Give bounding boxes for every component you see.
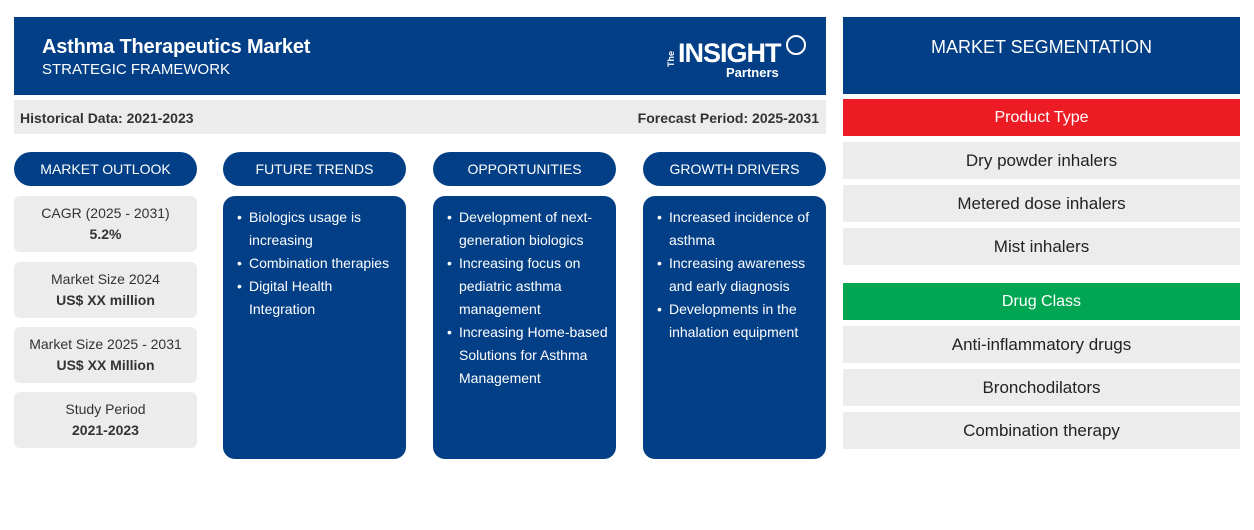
stat-label: CAGR (2025 - 2031)	[41, 205, 170, 221]
stat-label: Market Size 2024	[51, 271, 160, 287]
insight-partners-logo: The INSIGHT Partners	[666, 33, 806, 81]
stat-label: Study Period	[65, 401, 146, 417]
trend-item: Biologics usage is increasing	[237, 206, 398, 252]
stat-market-size-2024: Market Size 2024 US$ XX million	[14, 262, 197, 318]
segment-category-product-type: Product Type	[843, 99, 1240, 136]
stat-value: US$ XX Million	[56, 357, 155, 373]
segment-category-drug-class: Drug Class	[843, 283, 1240, 320]
stat-value: 5.2%	[89, 226, 122, 242]
segment-item: Combination therapy	[843, 412, 1240, 449]
stat-cagr: CAGR (2025 - 2031) 5.2%	[14, 196, 197, 252]
segment-item: Anti-inflammatory drugs	[843, 326, 1240, 363]
trend-item: Digital Health Integration	[237, 275, 398, 321]
logo-insight: INSIGHT	[678, 38, 782, 68]
opportunity-item: Increasing focus on pediatric asthma man…	[447, 252, 608, 321]
driver-item: Developments in the inhalation equipment	[657, 298, 818, 344]
stat-value: 2021-2023	[72, 422, 139, 438]
logo-partners: Partners	[726, 65, 779, 80]
future-trends-panel: Biologics usage is increasing Combinatio…	[223, 196, 406, 459]
opportunity-item: Increasing Home-based Solutions for Asth…	[447, 321, 608, 390]
segment-item: Mist inhalers	[843, 228, 1240, 265]
header-banner: Asthma Therapeutics Market STRATEGIC FRA…	[14, 17, 826, 95]
stat-label: Market Size 2025 - 2031	[29, 336, 182, 352]
segment-item: Metered dose inhalers	[843, 185, 1240, 222]
segment-item: Dry powder inhalers	[843, 142, 1240, 179]
logo-the: The	[666, 50, 676, 67]
growth-drivers-header: GROWTH DRIVERS	[643, 152, 826, 186]
logo-ring-icon	[786, 35, 806, 55]
growth-drivers-panel: Increased incidence of asthma Increasing…	[643, 196, 826, 459]
driver-item: Increasing awareness and early diagnosis	[657, 252, 818, 298]
forecast-period: Forecast Period: 2025-2031	[637, 110, 819, 126]
segment-item: Bronchodilators	[843, 369, 1240, 406]
opportunities-header: OPPORTUNITIES	[433, 152, 616, 186]
historical-data: Historical Data: 2021-2023	[20, 110, 194, 126]
stat-study-period: Study Period 2021-2023	[14, 392, 197, 448]
page-subtitle: STRATEGIC FRAMEWORK	[42, 61, 231, 78]
opportunities-panel: Development of next-generation biologics…	[433, 196, 616, 459]
market-outlook-header: MARKET OUTLOOK	[14, 152, 197, 186]
opportunity-item: Development of next-generation biologics	[447, 206, 608, 252]
stat-market-size-forecast: Market Size 2025 - 2031 US$ XX Million	[14, 327, 197, 383]
driver-item: Increased incidence of asthma	[657, 206, 818, 252]
market-segmentation-header: MARKET SEGMENTATION	[843, 17, 1240, 94]
trend-item: Combination therapies	[237, 252, 398, 275]
page-title: Asthma Therapeutics Market	[42, 36, 311, 58]
future-trends-header: FUTURE TRENDS	[223, 152, 406, 186]
stat-value: US$ XX million	[56, 292, 155, 308]
period-bar: Historical Data: 2021-2023 Forecast Peri…	[14, 100, 826, 134]
